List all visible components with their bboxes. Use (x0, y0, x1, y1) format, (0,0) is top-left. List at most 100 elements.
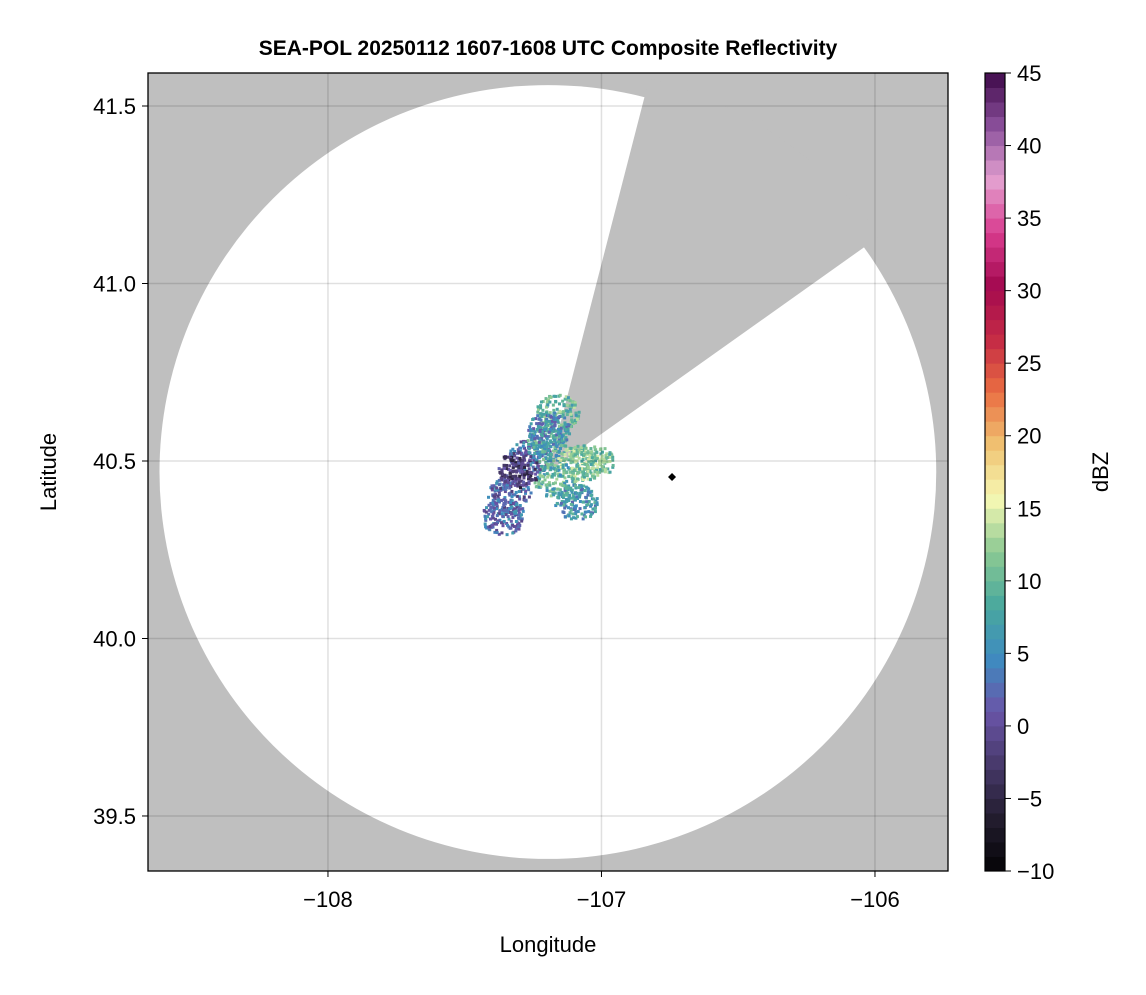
x-tick-label: −106 (850, 887, 900, 912)
echo-cell (531, 460, 535, 464)
echo-cell (528, 434, 532, 438)
echo-cell (601, 460, 605, 464)
echo-cell (576, 464, 580, 468)
echo-cell (577, 410, 581, 414)
x-tick-label: −108 (303, 887, 353, 912)
colorbar-bin (985, 725, 1005, 741)
echo-cell (527, 450, 531, 454)
echo-cell (570, 418, 574, 422)
echo-cell (587, 499, 591, 503)
echo-cell (542, 457, 546, 461)
chart-title: SEA-POL 20250112 1607-1608 UTC Composite… (259, 37, 838, 60)
echo-cell (554, 504, 558, 508)
echo-cell (494, 493, 498, 497)
echo-cell (483, 514, 487, 518)
echo-cell (522, 441, 526, 445)
echo-cell (573, 498, 577, 502)
echo-cell (545, 437, 549, 441)
echo-cell (580, 485, 584, 489)
echo-cell (591, 463, 595, 467)
echo-cell (546, 466, 550, 470)
echo-cell (526, 486, 530, 490)
echo-cell (573, 475, 577, 479)
echo-cell (532, 417, 536, 421)
echo-cell (537, 417, 541, 421)
echo-cell (506, 506, 510, 510)
echo-cell (530, 433, 534, 437)
echo-cell (561, 444, 565, 448)
echo-cell (553, 491, 557, 495)
echo-cell (573, 474, 577, 478)
echo-cell (553, 481, 557, 485)
echo-cell (491, 498, 495, 502)
plot-area (148, 73, 948, 871)
colorbar-bin (985, 522, 1005, 538)
echo-cell (567, 423, 571, 427)
echo-cell (561, 496, 565, 500)
echo-cell (552, 408, 556, 412)
echo-cell (517, 479, 521, 483)
echo-cell (527, 442, 531, 446)
echo-cell (522, 456, 526, 460)
echo-cell (546, 441, 550, 445)
echo-cell (508, 475, 512, 479)
colorbar-tick-label: 35 (1017, 206, 1041, 231)
echo-cell (532, 442, 536, 446)
echo-cell (532, 429, 536, 433)
echo-cell (557, 440, 561, 444)
echo-cell (570, 403, 574, 407)
echo-cell (599, 452, 603, 456)
echo-cell (486, 515, 490, 519)
echo-cell (516, 451, 520, 455)
echo-cell (491, 503, 495, 507)
echo-cell (573, 484, 577, 488)
echo-cell (535, 441, 539, 445)
echo-cell (600, 450, 604, 454)
echo-cell (574, 512, 578, 516)
echo-cell (577, 486, 581, 490)
echo-cell (549, 466, 553, 470)
echo-cell (520, 519, 524, 523)
echo-cell (603, 447, 607, 451)
echo-cell (553, 411, 557, 415)
echo-cell (593, 501, 597, 505)
echo-cell (495, 481, 499, 485)
echo-cell (496, 519, 500, 523)
echo-cell (564, 395, 568, 399)
echo-cell (589, 462, 593, 466)
echo-cell (513, 449, 517, 453)
echo-cell (497, 532, 501, 536)
echo-cell (509, 458, 513, 462)
echo-cell (589, 453, 593, 457)
echo-cell (568, 470, 572, 474)
echo-cell (500, 521, 504, 525)
echo-cell (555, 477, 559, 481)
echo-cell (569, 508, 573, 512)
echo-cell (523, 468, 527, 472)
colorbar-tick-label: −5 (1017, 786, 1042, 811)
echo-cell (546, 475, 550, 479)
echo-cell (571, 471, 575, 475)
echo-cell (530, 437, 534, 441)
echo-cell (505, 523, 509, 527)
echo-cell (505, 533, 509, 537)
echo-cell (532, 427, 536, 431)
echo-cell (495, 507, 499, 511)
echo-cell (561, 484, 565, 488)
echo-cell (556, 495, 560, 499)
y-tick-label: 40.5 (93, 449, 136, 474)
echo-cell (487, 503, 491, 507)
echo-cell (503, 473, 507, 477)
echo-cell (531, 432, 535, 436)
echo-cell (536, 405, 540, 409)
echo-cell (566, 398, 570, 402)
colorbar-bin (985, 827, 1005, 843)
colorbar-bin (985, 174, 1005, 190)
echo-cell (497, 499, 501, 503)
echo-cell (548, 427, 552, 431)
marker-diamond (668, 472, 677, 481)
echo-cell (542, 426, 546, 430)
blocked-sector (547, 78, 880, 472)
colorbar-bin (985, 189, 1005, 205)
echo-cell (557, 434, 561, 438)
